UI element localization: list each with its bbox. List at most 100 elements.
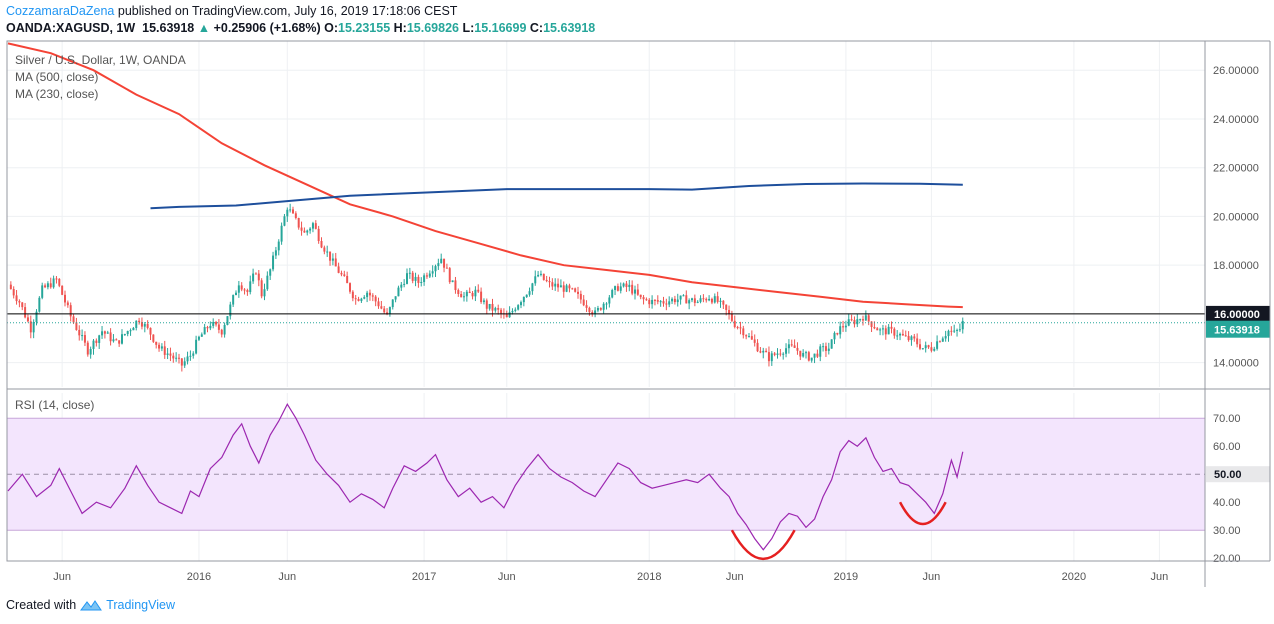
- rsi-tick-label: 20.00: [1213, 553, 1241, 565]
- candle-body: [160, 346, 163, 349]
- candle-body: [92, 340, 95, 349]
- candle-body: [787, 344, 790, 349]
- candle-body: [360, 298, 363, 301]
- candle-body: [163, 346, 166, 355]
- candle-body: [497, 308, 500, 310]
- candle-body: [32, 322, 35, 333]
- candle-body: [195, 339, 198, 354]
- high-value: 15.69826: [406, 21, 459, 35]
- price-tick-label: 26.00000: [1213, 65, 1259, 77]
- candle-body: [653, 299, 656, 301]
- candle-body: [200, 334, 203, 337]
- candle-body: [847, 319, 850, 326]
- candle-body: [64, 294, 66, 303]
- tradingview-link[interactable]: TradingView: [106, 598, 175, 612]
- hline-label: 16.00000: [1214, 309, 1260, 321]
- candle-body: [702, 298, 705, 300]
- candle-body: [274, 250, 277, 256]
- candle-body: [471, 292, 474, 297]
- candle-body: [440, 258, 443, 264]
- candle-body: [126, 331, 129, 335]
- rsi-tick-label: 30.00: [1213, 525, 1241, 537]
- ma500-line: [150, 182, 963, 210]
- candle-body: [425, 275, 428, 277]
- candle-body: [197, 336, 200, 340]
- candle-body: [357, 299, 360, 301]
- candle-body: [759, 351, 762, 353]
- candle-body: [645, 299, 648, 301]
- candle-body: [853, 319, 856, 325]
- candle-body: [599, 307, 602, 310]
- time-tick-label: 2020: [1062, 571, 1086, 583]
- candle-body: [280, 225, 283, 242]
- candle-body: [192, 353, 195, 356]
- candle-body: [235, 292, 237, 296]
- candle-body: [693, 298, 696, 303]
- candle-body: [884, 328, 887, 335]
- candle-body: [15, 295, 18, 302]
- candle-body: [437, 263, 440, 267]
- candle-body: [212, 321, 215, 326]
- candle-body: [859, 319, 862, 321]
- candle-body: [525, 294, 528, 297]
- candle-body: [403, 283, 406, 285]
- candle-body: [944, 336, 947, 339]
- candle-body: [813, 353, 816, 358]
- candle-body: [366, 292, 369, 298]
- candle-body: [186, 356, 189, 362]
- candle-body: [411, 272, 414, 281]
- candle-body: [289, 209, 292, 211]
- candle-body: [956, 329, 959, 331]
- candle-body: [334, 258, 337, 267]
- candle-body: [904, 335, 907, 337]
- candle-body: [924, 345, 927, 349]
- candle-body: [577, 291, 579, 294]
- candle-body: [753, 339, 756, 343]
- candle-body: [938, 341, 941, 343]
- candle-body: [206, 327, 209, 329]
- candle-body: [283, 216, 286, 226]
- candle-body: [189, 355, 192, 357]
- candle-body: [500, 309, 503, 314]
- candle-body: [810, 357, 813, 361]
- candle-body: [608, 297, 611, 304]
- candle-body: [733, 320, 736, 328]
- candle-body: [910, 336, 913, 341]
- candle-body: [844, 325, 847, 328]
- rsi-tick-label: 70.00: [1213, 413, 1241, 425]
- candle-body: [890, 326, 893, 329]
- candle-body: [765, 350, 768, 353]
- candle-body: [237, 285, 240, 293]
- candle-body: [688, 300, 691, 304]
- candle-body: [254, 273, 257, 275]
- candle-body: [537, 274, 540, 277]
- publisher-link[interactable]: CozzamaraDaZena: [6, 4, 115, 18]
- candle-body: [907, 335, 910, 341]
- candle-body: [716, 296, 719, 302]
- candle-body: [585, 305, 588, 308]
- candle-body: [354, 298, 357, 300]
- chart-title: Silver / U.S. Dollar, 1W, OANDA: [15, 53, 186, 67]
- candle-body: [286, 209, 289, 217]
- candle-body: [217, 324, 220, 330]
- candle-body: [417, 276, 420, 283]
- candle-body: [605, 303, 608, 305]
- candle-body: [505, 314, 508, 318]
- candle-body: [705, 298, 708, 301]
- candle-body: [671, 298, 674, 302]
- candle-body: [143, 324, 146, 327]
- price-tick-label: 14.00000: [1213, 358, 1259, 370]
- candle-body: [252, 273, 255, 282]
- open-label: O:: [324, 21, 339, 35]
- candle-body: [879, 329, 882, 331]
- candle-body: [833, 332, 836, 340]
- candle-body: [240, 285, 243, 290]
- time-tick-label: Jun: [726, 571, 744, 583]
- candle-body: [408, 272, 411, 274]
- candle-body: [169, 353, 172, 356]
- price-tick-label: 24.00000: [1213, 114, 1259, 126]
- candle-body: [642, 297, 645, 300]
- candle-body: [899, 333, 902, 336]
- candle-body: [930, 347, 933, 351]
